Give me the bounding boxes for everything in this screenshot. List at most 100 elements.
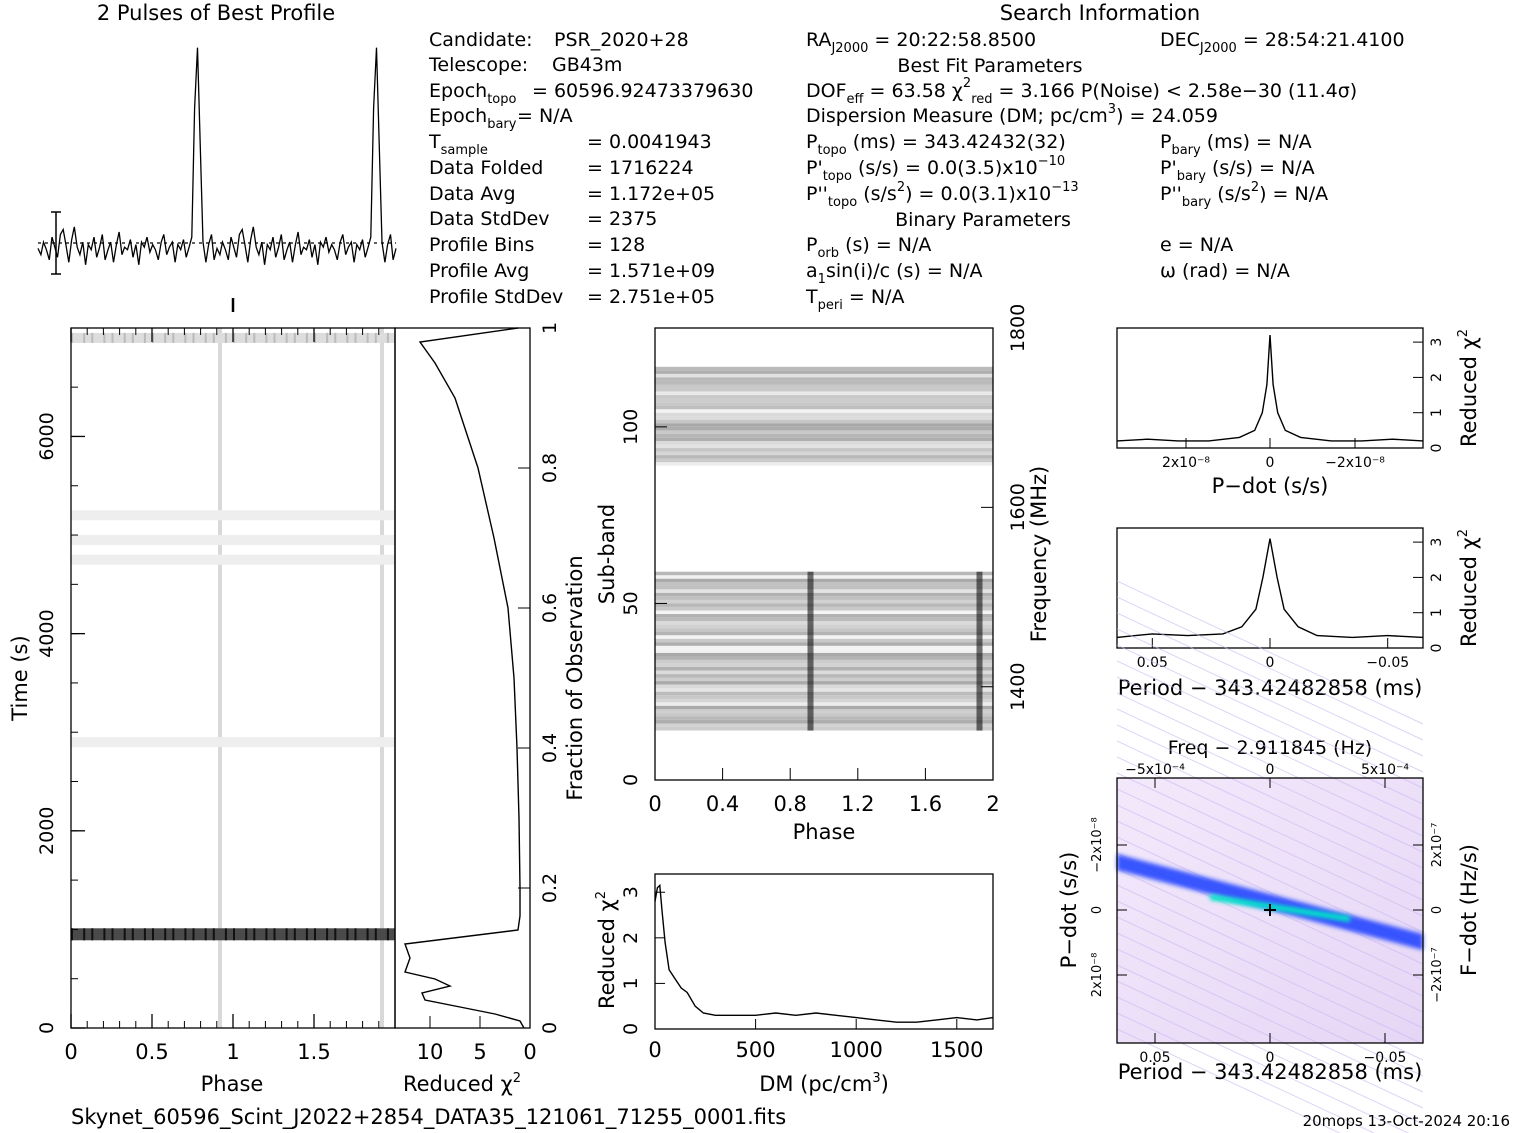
subband-row [655,688,993,692]
x-tick-label: 0.05 [1139,1050,1170,1066]
y-tick-label: 0 [620,1023,642,1035]
x-tick-label: 0 [648,1038,661,1062]
subband-row [655,384,993,388]
y-tick-label: 0 [620,774,642,786]
row-stripe [131,928,134,941]
dm-xlabel: DM (pc/cm3) [759,1071,889,1096]
subband-row [655,391,993,396]
time-phase-plot: 0 0.5 1 1.5 0 2000 4000 6000 Phase Time (s) [8,327,396,1096]
info-label: Data Folded [429,157,543,179]
dm-ylabel: Reduced χ2 [594,891,619,1009]
row-stripe [83,928,86,941]
pddot-topo: P''topo (s/s2) = 0.0(3.1)x10−13 [806,180,1079,210]
row-stripe [285,928,288,941]
row-stripe [334,332,337,343]
row-stripe [273,332,276,343]
pulse-track [218,328,222,1028]
ppdot-fringe [1116,596,1424,741]
subband-row [655,589,993,593]
period-ylabel: Reduced χ2 [1456,529,1481,647]
row-stripe [71,332,73,343]
x-tick-label: 500 [736,1038,776,1062]
y-tick-label: 2000 [36,807,58,855]
subband-row [655,416,993,420]
pulse-track [807,571,814,731]
row-stripe [212,928,215,941]
period-chi2-curve [1116,538,1424,639]
info-value: GB43m [552,54,622,76]
subband-row [655,596,993,600]
y-tick-label: 1 [1429,608,1445,617]
subband-row [655,705,993,710]
row-stripe [245,332,248,343]
subband-row [655,582,993,586]
ppdot-fringe [1116,820,1424,965]
subband-row [655,370,993,374]
subband-row [655,663,993,667]
top-tick-label: −5x10⁻⁴ [1125,762,1185,778]
info-value: = 0.0041943 [587,131,712,153]
row-stripe [374,928,377,941]
omega: ω (rad) = N/A [1160,260,1290,282]
subband-row [655,599,993,604]
ppdot-fringe [1116,756,1424,901]
y-tick-label: 1 [620,977,642,989]
ppdot-fringe [1116,788,1424,933]
row-stripe [233,332,235,343]
y-tick-label: 0.8 [539,453,561,483]
footer-stamp: 20mops 13-Oct-2024 20:16 [1303,1112,1510,1130]
row-stripe [111,332,114,343]
period-xlabel: Period − 343.42482858 (ms) [1118,676,1423,700]
subband-row [655,691,993,696]
x-tick-label: 2 [986,792,999,816]
x-tick-label: 0 [1266,1050,1275,1066]
p-orb: Porb (s) = N/A [806,234,931,261]
subband-row [655,607,993,611]
x-tick-label: 1500 [930,1038,983,1062]
row-stripe [314,332,316,343]
subband-row [655,578,993,583]
ppdot-fringe [1116,1012,1375,1133]
x-tick-label: −2x10⁻⁸ [1325,455,1385,471]
x-tick-label: 0 [523,1040,536,1064]
subband-row [655,366,993,371]
row-stripe [354,928,357,941]
row-stripe [224,332,227,343]
subband-row [655,617,993,622]
pdot-xlabel: P−dot (s/s) [1212,474,1329,498]
subband-row [655,670,993,674]
subband-phase-plot: 0 0.4 0.8 1.2 1.6 2 0 50 100 1400 1600 1800 Phase S… [595,304,1051,844]
ppdot-fringe [1116,740,1424,885]
subband-row [655,412,993,417]
ppdot-ridge-core [1210,894,1350,922]
x-tick-label: 0 [1266,655,1275,671]
subband-row [655,720,993,724]
pdot-ylabel: Reduced χ2 [1456,329,1481,447]
y-tick-label: 0 [1090,906,1105,914]
subband-row [655,398,993,403]
row-stripe [143,928,146,941]
row-stripe [152,928,154,941]
ppdot-ylabel: P−dot (s/s) [1057,852,1081,969]
chi2-fraction-xlabel: Reduced χ2 [403,1071,521,1096]
subband-row [655,674,993,678]
subband-row [655,649,993,653]
ppdot-fringe [1116,900,1424,1045]
row-stripe [305,332,308,343]
subband-row [655,409,993,413]
subband-row [655,659,993,664]
pdot-topo: P'topo (s/s) = 0.0(3.5)x10−10 [806,154,1065,184]
x-tick-label: 0 [64,1040,77,1064]
profile-curve [37,47,397,265]
row-stripe [184,928,187,941]
x-tick-label: 1.5 [297,1040,330,1064]
x-tick-label: 0.8 [773,792,806,816]
search-info-title: Search Information [1000,1,1200,25]
row-stripe [326,928,329,941]
y-tick-label: 4000 [36,609,58,657]
ppdot-fringe [1116,980,1424,1125]
faint-row [71,554,395,565]
subband-row [655,624,993,629]
subband-row [655,638,993,643]
